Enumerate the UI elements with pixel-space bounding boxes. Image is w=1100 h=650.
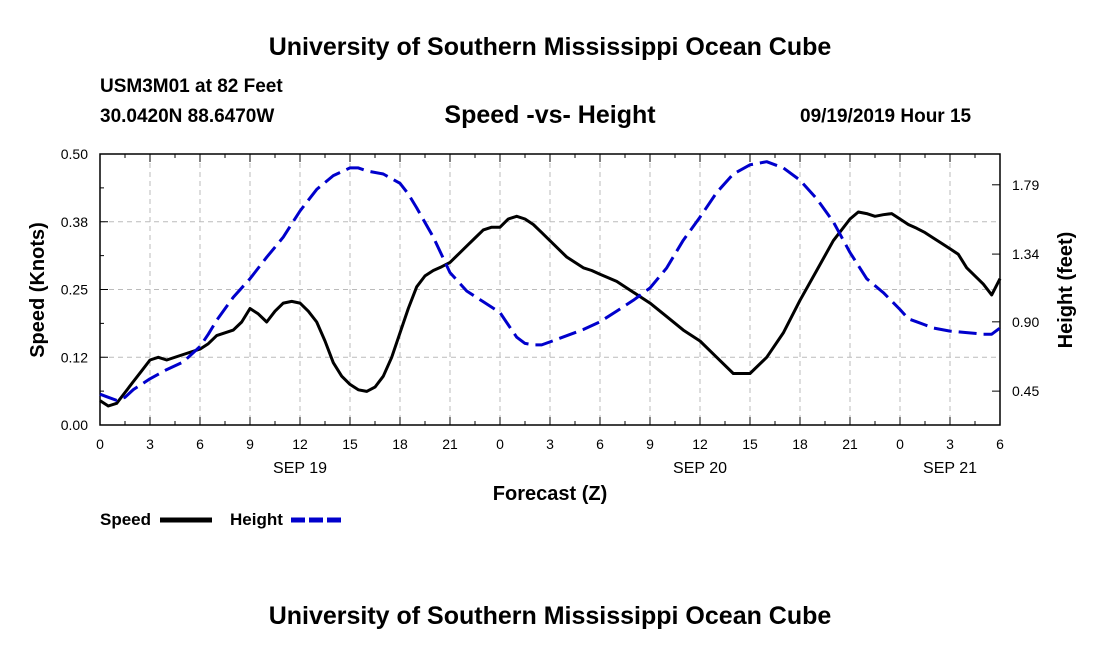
page-title: University of Southern Mississippi Ocean… [268,33,832,61]
x-tick-label: 18 [392,436,408,452]
legend-speed-label: Speed [100,510,151,529]
x-tick-label: 9 [646,436,654,452]
chart: 0 3 6 9 12 15 18 21 0 3 6 9 12 15 18 21 0 3 6 0.00 0.12 0.25… [27,146,1077,529]
x-tick-label: 9 [246,436,254,452]
x-tick-label: 12 [292,436,308,452]
y2-tick-label: 0.45 [1012,383,1039,399]
x-tick-label: 15 [742,436,758,452]
series-group [99,160,1002,408]
x-tick-label: 0 [496,436,504,452]
y-tick-label: 0.38 [61,214,88,230]
x-tick-label: 0 [96,436,104,452]
y-tick-label: 0.25 [61,282,88,298]
y-axis: 0.00 0.12 0.25 0.38 0.50 [61,146,108,433]
y-axis-label: Speed (Knots) [27,222,49,358]
x-tick-label: 6 [996,436,1004,452]
legend-height-label: Height [230,510,283,529]
y2-tick-label: 0.90 [1012,314,1039,330]
y-tick-label: 0.00 [61,417,88,433]
series-line-speed [99,210,1002,408]
forecast-datetime: 09/19/2019 Hour 15 [800,106,972,127]
chart-title: Speed -vs- Height [444,101,656,129]
y2-axis-label: Height (feet) [1055,232,1077,349]
y-tick-label: 0.12 [61,349,88,365]
x-tick-label: 21 [442,436,458,452]
station-label: USM3M01 at 82 Feet [100,76,283,97]
x-tick-label: 3 [546,436,554,452]
day-labels: SEP 19 SEP 20 SEP 21 [273,460,977,477]
x-tick-label: 12 [692,436,708,452]
grid [100,154,1000,425]
x-tick-label: 15 [342,436,358,452]
y-tick-label: 0.50 [61,146,88,162]
x-tick-label: 21 [842,436,858,452]
day-label: SEP 19 [273,460,327,477]
x-tick-label: 3 [146,436,154,452]
day-label: SEP 21 [923,460,977,477]
x-axis: 0 3 6 9 12 15 18 21 0 3 6 9 12 15 18 21 0 3 6 [96,154,1004,452]
x-tick-label: 3 [946,436,954,452]
coordinates-label: 30.0420N 88.6470W [100,106,275,127]
y2-tick-label: 1.34 [1012,246,1039,262]
legend: Speed Height [100,510,343,529]
footer-title: University of Southern Mississippi Ocean… [268,602,832,630]
x-tick-label: 6 [596,436,604,452]
day-label: SEP 20 [673,460,727,477]
x-tick-label: 0 [896,436,904,452]
x-tick-label: 6 [196,436,204,452]
y2-axis: 0.45 0.90 1.34 1.79 [992,177,1039,399]
y2-tick-label: 1.79 [1012,177,1039,193]
x-axis-label: Forecast (Z) [493,483,607,505]
x-tick-label: 18 [792,436,808,452]
